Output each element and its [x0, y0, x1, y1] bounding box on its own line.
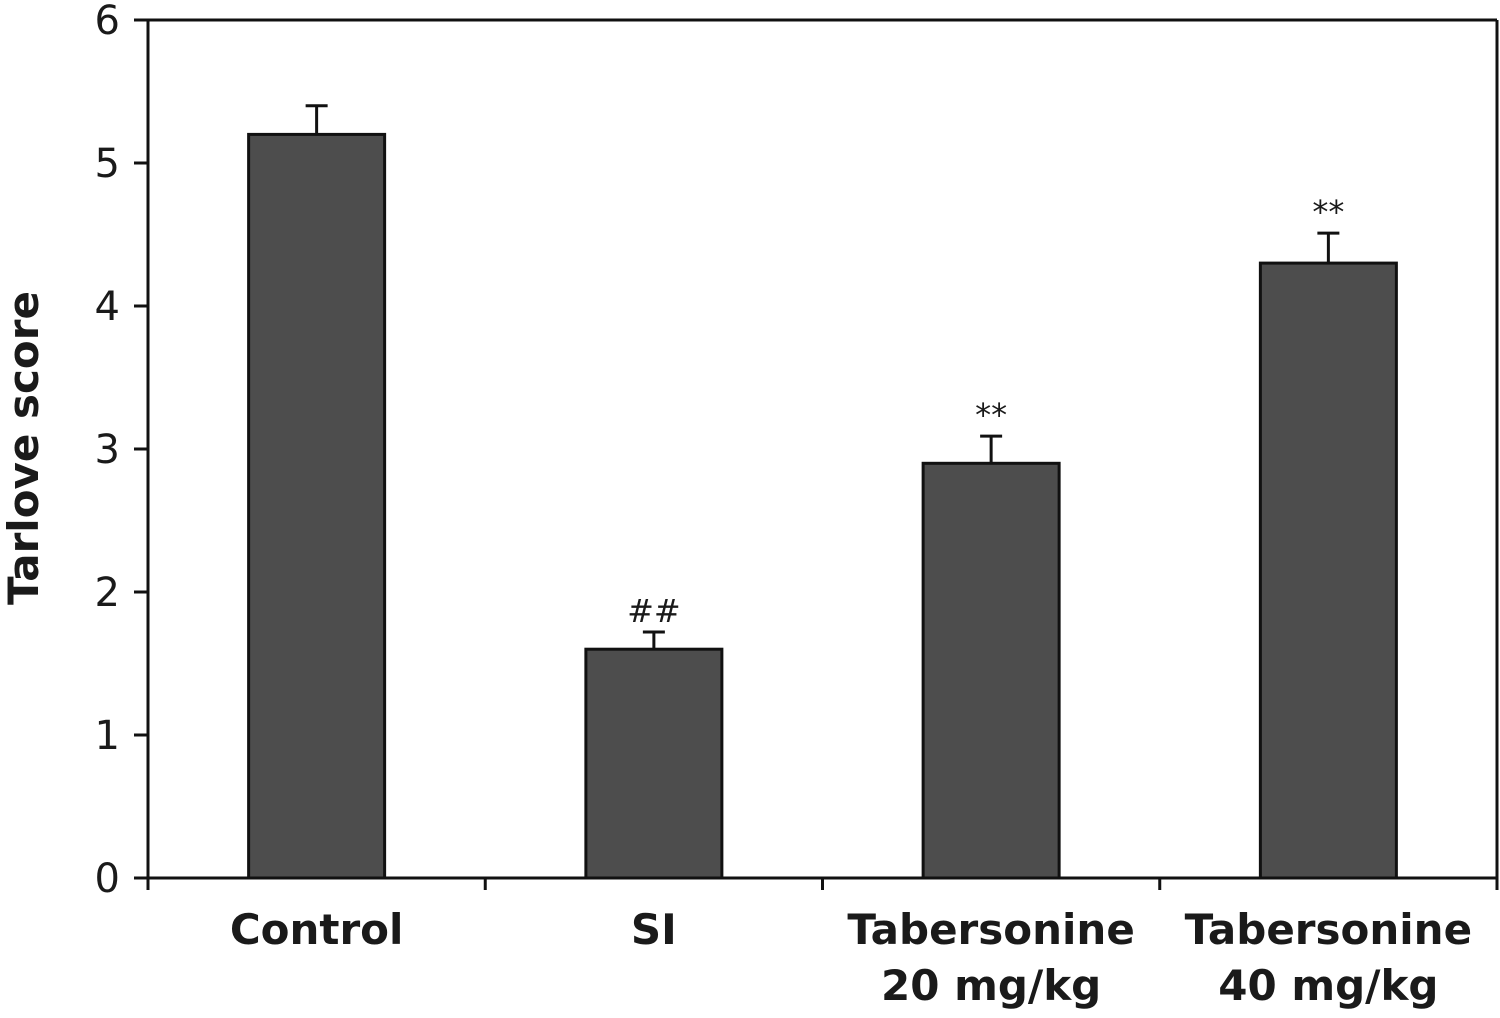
category-label: Tabersonine	[1185, 905, 1472, 954]
category-label: Control	[230, 905, 404, 954]
y-tick-label: 2	[95, 570, 120, 616]
bar	[247, 132, 387, 880]
x-axis	[483, 878, 1162, 890]
y-tick-label: 4	[95, 284, 120, 330]
category-label: 40 mg/kg	[1218, 961, 1438, 1010]
category-label: Tabersonine	[847, 905, 1134, 954]
error-bars	[305, 104, 1340, 650]
category-labels: Control SI Tabersonine 20 mg/kg Tabersonine 4…	[230, 905, 1472, 1010]
y-tick-label: 3	[95, 427, 120, 473]
y-tick-label: 0	[95, 856, 120, 902]
y-axis-title: Tarlove score	[0, 291, 48, 605]
category-label: 20 mg/kg	[881, 961, 1101, 1010]
y-tick-label: 6	[95, 0, 120, 44]
significance-marker: **	[975, 396, 1007, 434]
y-tick-label: 5	[95, 141, 120, 187]
y-tick-label: 1	[95, 713, 120, 759]
bar	[921, 461, 1061, 880]
annotations: ## ** **	[627, 193, 1344, 630]
category-label: SI	[631, 905, 677, 954]
significance-marker: **	[1312, 193, 1344, 231]
bar	[1258, 261, 1398, 880]
bar	[584, 647, 724, 880]
significance-marker: ##	[627, 592, 681, 630]
y-axis: 0 1 2 3 4 5 6	[95, 0, 148, 902]
bars	[247, 132, 1398, 880]
